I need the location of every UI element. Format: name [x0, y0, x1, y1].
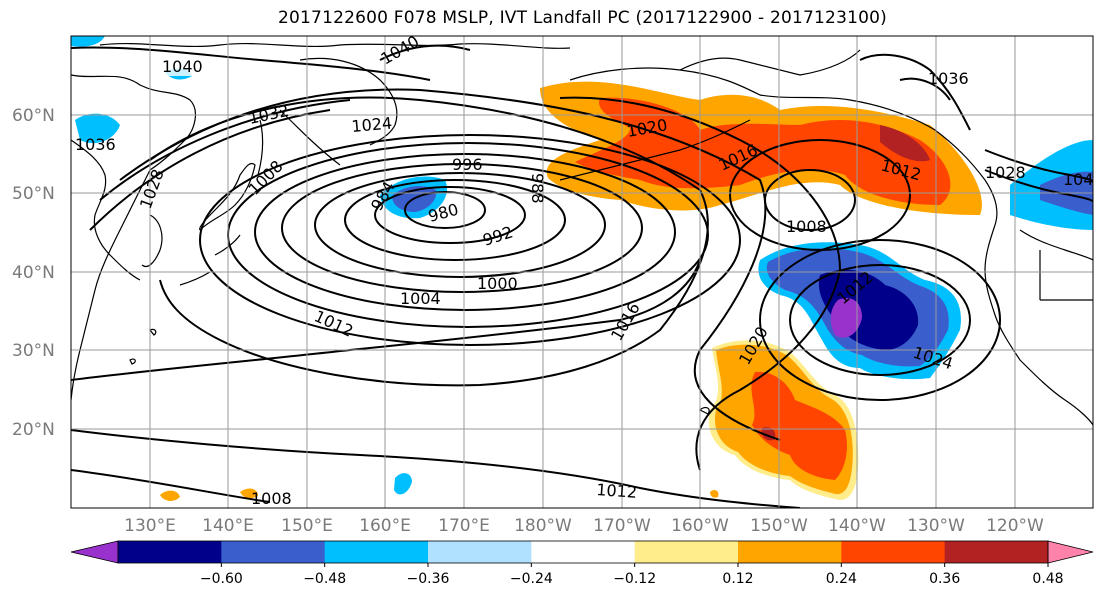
colorbar-segment: [221, 541, 326, 563]
isobar-label: 1024: [351, 114, 393, 136]
colorbar-segment: [738, 541, 842, 563]
lat-label: 50°N: [12, 184, 55, 204]
positive-anomaly-south-core: [751, 371, 847, 480]
isobar-label: 1036: [928, 69, 969, 88]
colorbar-tick-label: −0.24: [510, 571, 553, 587]
colorbar-tick-label: −0.12: [613, 571, 656, 587]
isobar-label: 1004: [400, 289, 441, 308]
lon-label: 140°W: [828, 516, 886, 536]
colorbar-tick-label: 0.48: [1032, 571, 1063, 587]
lon-label: 170°W: [593, 516, 651, 536]
colorbar-outline: [117, 540, 1049, 564]
positive-spot: [710, 489, 719, 498]
colorbar-segment: [841, 541, 946, 563]
colorbar-segment: [531, 541, 636, 563]
isobar-label: 996: [452, 155, 483, 174]
colorbar-extend-low: [70, 540, 119, 564]
graticule: [71, 36, 1093, 508]
colorbar-segment: [944, 541, 1049, 563]
colorbar-segment: [428, 541, 532, 563]
positive-spot: [240, 488, 258, 499]
colorbar-tick-label: 0.24: [826, 571, 857, 587]
lon-label: 150°E: [281, 516, 333, 536]
longitude-labels: 130°E 140°E 150°E 160°E 170°E 180°W 170°…: [124, 516, 1044, 536]
latitude-labels: 60°N 50°N 40°N 30°N 20°N: [12, 106, 55, 440]
isobar-label: 1012: [596, 480, 638, 502]
colorbar-tick-label: −0.36: [407, 571, 450, 587]
colorbar-segment: [324, 541, 429, 563]
negative-spot: [75, 113, 120, 144]
isobar-label: 1000: [477, 274, 518, 293]
lon-label: 150°W: [750, 516, 808, 536]
colorbar-tick-label: −0.60: [200, 571, 243, 587]
isobars: [71, 44, 1093, 508]
isobar-label: 1036: [75, 135, 116, 154]
isobar-label: 1028: [985, 163, 1026, 182]
lat-label: 20°N: [12, 420, 55, 440]
lon-label: 160°E: [359, 516, 411, 536]
isobar-label: 1008: [786, 217, 827, 236]
colorbar-tick-label: −0.48: [303, 571, 346, 587]
negative-spot: [71, 36, 105, 47]
positive-anomaly-north-max: [880, 125, 930, 162]
isobar-label: 988: [528, 173, 547, 204]
positive-spot: [160, 490, 180, 501]
map-title: 2017122600 F078 MSLP, IVT Landfall PC (2…: [278, 8, 887, 28]
colorbar-tick-label: 0.36: [929, 571, 960, 587]
lat-label: 30°N: [12, 341, 55, 361]
coastlines: [71, 42, 1093, 426]
lat-label: 60°N: [12, 106, 55, 126]
lon-label: 130°W: [907, 516, 965, 536]
isobar-label: 1008: [251, 489, 292, 508]
lon-label: 130°E: [124, 516, 176, 536]
lon-label: 180°W: [514, 516, 572, 536]
colorbar-segment: [118, 541, 222, 563]
isobar-label: 1040: [162, 57, 203, 76]
negative-spot: [394, 473, 412, 495]
lat-label: 40°N: [12, 263, 55, 283]
colorbar: −0.60 −0.48 −0.36 −0.24 −0.12 0.12 0.24 0.36 0.4…: [70, 540, 1094, 587]
colorbar-extend-high: [1047, 540, 1094, 564]
colorbar-tick-label: 0.12: [722, 571, 753, 587]
map-border: [70, 35, 1094, 509]
negative-anomaly-east-max: [830, 298, 862, 338]
lon-label: 140°E: [202, 516, 254, 536]
colorbar-segment: [634, 541, 739, 563]
lon-label: 170°E: [438, 516, 490, 536]
lon-label: 120°W: [986, 516, 1044, 536]
isobar-label: 1044: [1063, 170, 1104, 189]
lon-label: 160°W: [671, 516, 729, 536]
